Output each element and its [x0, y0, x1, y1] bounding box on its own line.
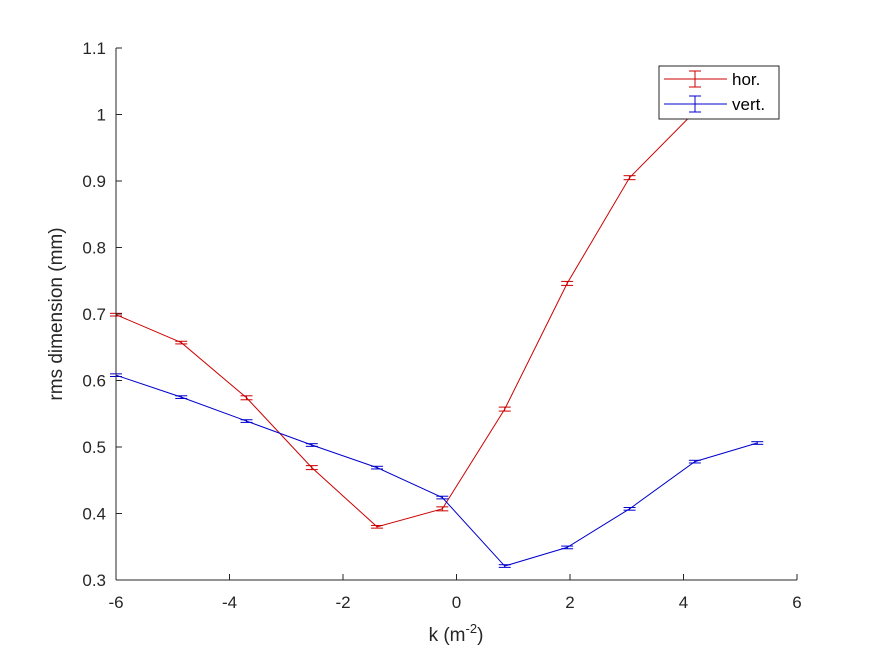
data-point	[371, 524, 384, 529]
x-ticks: -6 -4 -2 0 2 4 6	[108, 574, 802, 612]
legend-entry-vert: vert.	[664, 95, 765, 114]
x-tick-label: 4	[679, 593, 688, 612]
data-point	[371, 465, 384, 470]
data-point	[240, 419, 253, 423]
data-point	[688, 459, 701, 464]
y-tick-label: 0.8	[82, 239, 106, 258]
y-axis-label: rms dimension (mm)	[46, 227, 67, 400]
legend-label: vert.	[732, 95, 765, 114]
x-tick-label: -4	[222, 593, 237, 612]
y-tick-label: 1.1	[82, 39, 106, 58]
y-tick-label: 0.4	[82, 505, 106, 524]
data-point	[305, 443, 318, 447]
series-vert	[110, 373, 764, 568]
y-tick-label: 1	[97, 106, 106, 125]
data-point	[436, 495, 449, 500]
data-point	[305, 465, 318, 471]
data-point	[240, 395, 253, 401]
x-tick-label: -2	[335, 593, 350, 612]
data-point	[751, 441, 764, 445]
legend-entry-hor: hor.	[664, 70, 760, 89]
plot-area: -6 -4 -2 0 2 4 6 0.3 0.4 0.5 0.6 0.7 0.8 0.9 1 1.1	[82, 39, 801, 612]
data-point	[623, 507, 636, 511]
data-point	[561, 280, 574, 286]
x-axis-label: k (m-2)	[429, 621, 484, 646]
legend-box	[658, 65, 780, 120]
legend-entries: hor. vert.	[664, 70, 765, 114]
series-line	[115, 114, 693, 528]
x-tick-label: -6	[108, 593, 123, 612]
series-hor	[110, 112, 699, 529]
y-tick-label: 0.5	[82, 438, 106, 457]
x-tick-label: 2	[565, 593, 574, 612]
x-axis-label-superscript: -2	[466, 621, 478, 636]
y-tick-label: 0.6	[82, 372, 106, 391]
data-point	[498, 564, 511, 568]
x-tick-label: 0	[452, 593, 461, 612]
legend-label: hor.	[732, 70, 760, 89]
data-point	[175, 395, 188, 399]
legend: hor. vert.	[658, 65, 780, 120]
y-tick-label: 0.7	[82, 305, 106, 324]
data-point	[175, 340, 188, 345]
y-tick-label: 0.9	[82, 172, 106, 191]
series-line	[115, 374, 758, 567]
y-tick-label: 0.3	[82, 571, 106, 590]
data-point	[436, 506, 449, 512]
data-point	[498, 406, 511, 412]
data-point	[623, 175, 636, 181]
x-tick-label: 6	[792, 593, 801, 612]
y-ticks: 0.3 0.4 0.5 0.6 0.7 0.8 0.9 1 1.1	[82, 39, 122, 590]
series-layer	[110, 112, 764, 568]
data-point	[561, 545, 574, 550]
